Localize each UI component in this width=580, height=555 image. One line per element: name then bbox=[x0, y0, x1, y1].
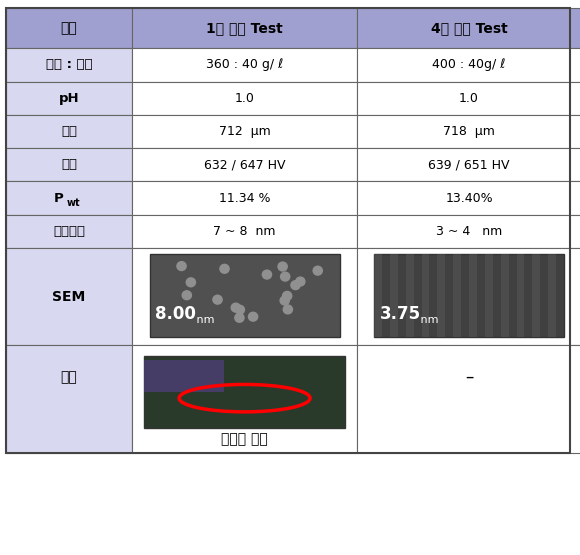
FancyBboxPatch shape bbox=[357, 181, 580, 215]
FancyBboxPatch shape bbox=[357, 215, 580, 248]
Text: nm: nm bbox=[417, 315, 438, 325]
FancyBboxPatch shape bbox=[132, 148, 357, 181]
FancyBboxPatch shape bbox=[485, 254, 493, 337]
FancyBboxPatch shape bbox=[132, 215, 357, 248]
Text: wt: wt bbox=[66, 198, 80, 208]
Text: 13.40%: 13.40% bbox=[445, 191, 493, 205]
FancyBboxPatch shape bbox=[437, 254, 445, 337]
Circle shape bbox=[231, 303, 240, 312]
Circle shape bbox=[220, 264, 229, 273]
FancyBboxPatch shape bbox=[406, 254, 414, 337]
Text: 11.34 %: 11.34 % bbox=[219, 191, 270, 205]
FancyBboxPatch shape bbox=[132, 48, 357, 82]
Circle shape bbox=[213, 295, 222, 304]
FancyBboxPatch shape bbox=[548, 254, 556, 337]
Circle shape bbox=[177, 261, 186, 270]
Circle shape bbox=[248, 312, 258, 321]
Text: 구분: 구분 bbox=[61, 21, 78, 36]
FancyBboxPatch shape bbox=[374, 254, 382, 337]
Text: 360 : 40 g/ ℓ: 360 : 40 g/ ℓ bbox=[206, 58, 283, 72]
FancyBboxPatch shape bbox=[6, 215, 132, 248]
Circle shape bbox=[282, 291, 292, 300]
Text: 400 : 40g/ ℓ: 400 : 40g/ ℓ bbox=[432, 58, 506, 72]
Text: 4차 도금 Test: 4차 도금 Test bbox=[431, 21, 508, 36]
FancyBboxPatch shape bbox=[6, 8, 132, 48]
Circle shape bbox=[283, 305, 292, 314]
Circle shape bbox=[278, 262, 287, 271]
FancyBboxPatch shape bbox=[357, 115, 580, 148]
Text: 도금층 뜯뜸: 도금층 뜯뜸 bbox=[221, 432, 268, 447]
FancyBboxPatch shape bbox=[132, 115, 357, 148]
Text: 8.00: 8.00 bbox=[155, 305, 196, 323]
Text: 입자크기: 입자크기 bbox=[53, 225, 85, 238]
FancyBboxPatch shape bbox=[390, 254, 398, 337]
FancyBboxPatch shape bbox=[6, 48, 132, 82]
FancyBboxPatch shape bbox=[144, 356, 345, 428]
Text: 1.0: 1.0 bbox=[235, 92, 255, 105]
FancyBboxPatch shape bbox=[453, 254, 461, 337]
FancyBboxPatch shape bbox=[532, 254, 540, 337]
FancyBboxPatch shape bbox=[517, 254, 524, 337]
Circle shape bbox=[235, 305, 244, 314]
Text: 7 ~ 8  nm: 7 ~ 8 nm bbox=[213, 225, 276, 238]
Text: 712  μm: 712 μm bbox=[219, 125, 270, 138]
Circle shape bbox=[235, 314, 244, 322]
Text: 632 / 647 HV: 632 / 647 HV bbox=[204, 158, 285, 171]
Text: P: P bbox=[53, 191, 63, 205]
Circle shape bbox=[296, 277, 305, 286]
FancyBboxPatch shape bbox=[469, 254, 477, 337]
FancyBboxPatch shape bbox=[132, 8, 357, 48]
Text: 경도: 경도 bbox=[61, 158, 77, 171]
Text: 1차 도금 Test: 1차 도금 Test bbox=[206, 21, 283, 36]
FancyBboxPatch shape bbox=[6, 82, 132, 115]
Circle shape bbox=[280, 296, 289, 305]
FancyBboxPatch shape bbox=[144, 360, 224, 392]
FancyBboxPatch shape bbox=[357, 345, 580, 453]
Text: 황산 : 염화: 황산 : 염화 bbox=[46, 58, 92, 72]
FancyBboxPatch shape bbox=[357, 148, 580, 181]
FancyBboxPatch shape bbox=[132, 181, 357, 215]
Circle shape bbox=[182, 291, 191, 300]
FancyBboxPatch shape bbox=[6, 148, 132, 181]
FancyBboxPatch shape bbox=[6, 248, 132, 345]
FancyBboxPatch shape bbox=[357, 48, 580, 82]
Circle shape bbox=[291, 281, 300, 290]
FancyBboxPatch shape bbox=[132, 248, 357, 345]
FancyBboxPatch shape bbox=[501, 254, 509, 337]
FancyBboxPatch shape bbox=[357, 82, 580, 115]
FancyBboxPatch shape bbox=[6, 181, 132, 215]
FancyBboxPatch shape bbox=[422, 254, 429, 337]
Text: 3 ~ 4   nm: 3 ~ 4 nm bbox=[436, 225, 502, 238]
Text: 718  μm: 718 μm bbox=[443, 125, 495, 138]
FancyBboxPatch shape bbox=[357, 8, 580, 48]
Text: SEM: SEM bbox=[52, 290, 86, 304]
FancyBboxPatch shape bbox=[132, 345, 357, 453]
FancyBboxPatch shape bbox=[6, 115, 132, 148]
FancyBboxPatch shape bbox=[374, 254, 564, 337]
Text: nm: nm bbox=[193, 315, 214, 325]
Text: 1.0: 1.0 bbox=[459, 92, 479, 105]
FancyBboxPatch shape bbox=[150, 254, 339, 337]
FancyBboxPatch shape bbox=[6, 345, 132, 453]
Text: 두께: 두께 bbox=[61, 125, 77, 138]
Circle shape bbox=[313, 266, 322, 275]
Text: –: – bbox=[465, 368, 473, 386]
Circle shape bbox=[262, 270, 271, 279]
FancyBboxPatch shape bbox=[357, 248, 580, 345]
Text: 639 / 651 HV: 639 / 651 HV bbox=[428, 158, 510, 171]
Circle shape bbox=[281, 272, 290, 281]
Text: 비고: 비고 bbox=[61, 370, 78, 384]
Circle shape bbox=[186, 278, 195, 287]
Text: pH: pH bbox=[59, 92, 79, 105]
FancyBboxPatch shape bbox=[132, 82, 357, 115]
Text: 3.75: 3.75 bbox=[380, 305, 421, 323]
